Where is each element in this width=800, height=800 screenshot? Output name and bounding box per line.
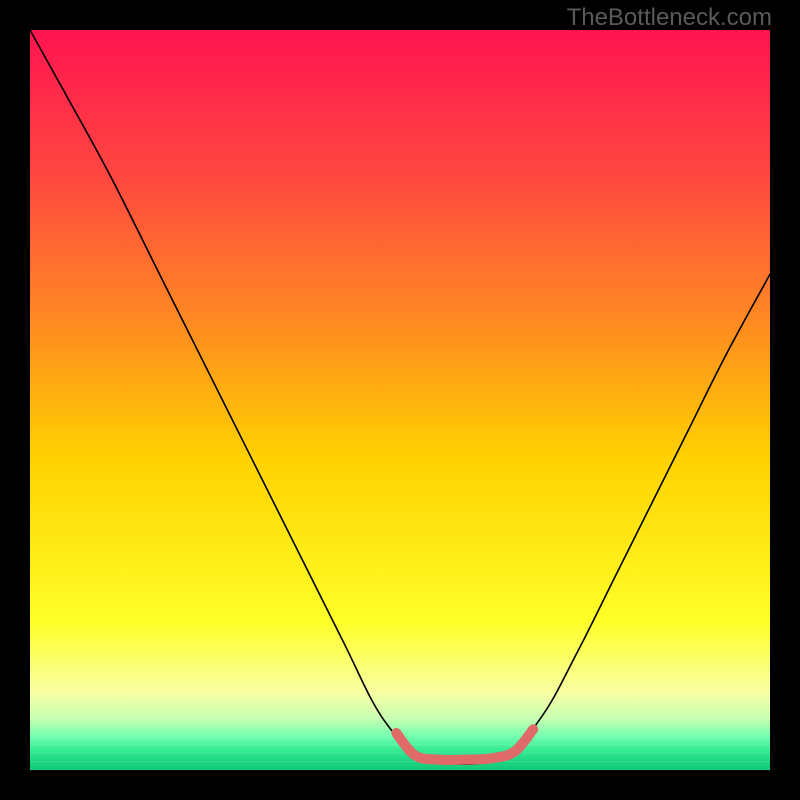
chart-stage: TheBottleneck.com xyxy=(0,0,800,800)
watermark-text: TheBottleneck.com xyxy=(567,4,772,32)
chart-svg xyxy=(0,0,800,800)
